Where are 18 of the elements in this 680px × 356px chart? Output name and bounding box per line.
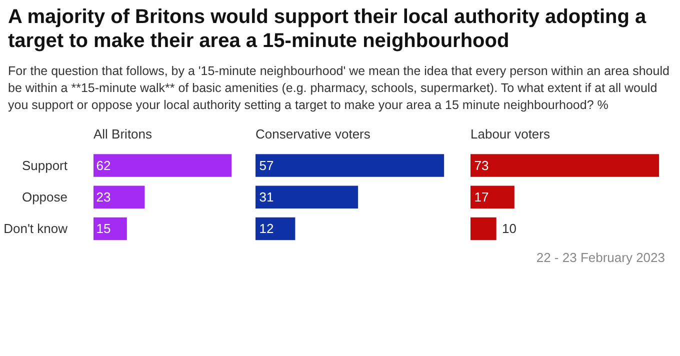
data-label: 57 <box>259 158 274 173</box>
text: For the question that follows, by a '15-minute neighbourhood' we mean the idea that every person within an area should be within a **15-minute walk** of basic amenities (e.g. pharmacy, schools, supermarket). To what extent if at all would you support or oppose your local authority setting a target to make your area a 15 minute neighbourhood? % <box>8 63 670 114</box>
data-label: 31 <box>259 189 274 204</box>
data-label: 73 <box>474 158 489 173</box>
data-label: 62 <box>96 158 111 173</box>
y-tick-label: Support <box>22 158 68 173</box>
x-axis-title: Labour voters <box>470 126 550 142</box>
y-tick-label: Don't know <box>4 220 68 236</box>
x-axis-title: All Britons <box>94 126 153 142</box>
x-axis-title: Conservative voters <box>256 126 371 142</box>
text: 22 - 23 February 2023 <box>536 248 665 267</box>
data-label: 23 <box>96 189 111 204</box>
data-label: 10 <box>502 220 516 236</box>
data-label: 15 <box>96 220 111 236</box>
data-label: 12 <box>259 220 274 236</box>
data-label: 17 <box>474 189 489 204</box>
text: A majority of Britons would support their local authority adopting a target to make their area a 15-minute neighbourhood <box>8 5 648 53</box>
y-tick-label: Oppose <box>22 189 68 204</box>
